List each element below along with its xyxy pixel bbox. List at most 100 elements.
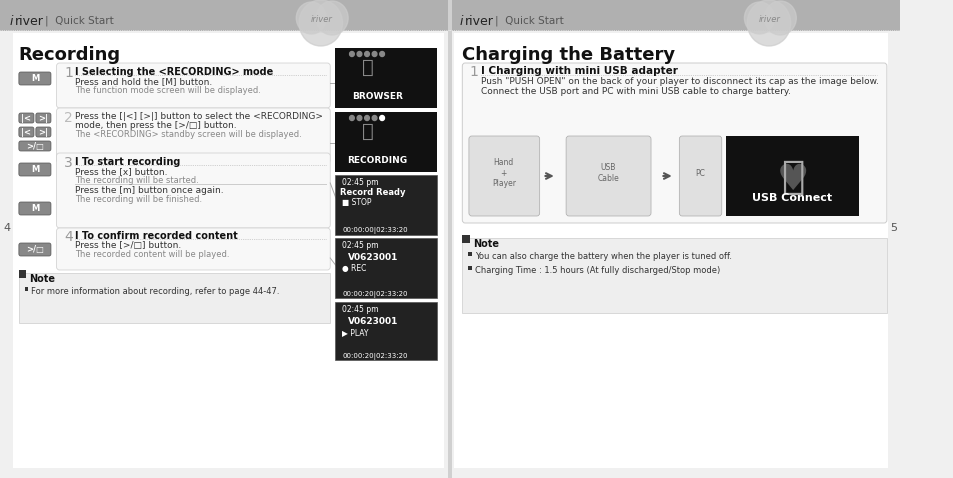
Text: Press the [>/□] button.: Press the [>/□] button. [75,241,181,250]
Circle shape [743,2,774,34]
Circle shape [364,116,369,120]
Text: 00:00:20|02:33:20: 00:00:20|02:33:20 [342,353,408,360]
Text: BROWSER: BROWSER [352,92,402,101]
Circle shape [379,52,384,56]
Text: 3: 3 [64,156,72,170]
FancyBboxPatch shape [469,136,539,216]
Bar [0,0,450,31]
Text: 4: 4 [3,223,10,233]
Circle shape [746,0,790,46]
Bar [335,48,436,108]
Text: M: M [30,204,39,213]
Text: Press the [|<] [>|] button to select the <RECORDING>: Press the [|<] [>|] button to select the… [75,112,323,121]
Bar [25,287,29,291]
Text: I To start recording: I To start recording [75,157,181,167]
Text: 4: 4 [64,230,72,244]
Text: USB
Cable: USB Cable [598,163,618,183]
Circle shape [372,52,376,56]
Text: >/□: >/□ [26,141,44,151]
Circle shape [349,116,354,120]
Text: I Selecting the <RECORDING> mode: I Selecting the <RECORDING> mode [75,67,274,77]
Text: ● REC: ● REC [342,264,367,273]
Text: 2: 2 [64,111,72,125]
FancyBboxPatch shape [56,63,330,108]
Text: V0623001: V0623001 [347,317,397,326]
Bar [19,270,27,278]
Text: ♥: ♥ [776,163,808,197]
Text: mode, then press the [>/□] button.: mode, then press the [>/□] button. [75,121,237,130]
FancyBboxPatch shape [19,72,51,85]
Text: 🔍: 🔍 [362,58,374,77]
Text: |<: |< [21,128,31,137]
Bar [462,238,886,313]
FancyBboxPatch shape [19,113,34,123]
Bar [450,0,900,31]
Text: The recording will be started.: The recording will be started. [75,176,199,185]
Text: 02:45 pm: 02:45 pm [342,241,378,250]
Text: ⎕: ⎕ [781,158,803,196]
Text: |  Quick Start: | Quick Start [45,15,114,25]
Bar [19,273,330,323]
Text: You can also charge the battery when the player is tuned off.: You can also charge the battery when the… [474,252,731,261]
Bar [726,136,858,216]
Text: Press and hold the [M] button.: Press and hold the [M] button. [75,77,213,86]
Circle shape [356,52,361,56]
FancyBboxPatch shape [36,113,51,123]
Bar [335,302,436,360]
Text: I Charging with mini USB adapter: I Charging with mini USB adapter [480,66,678,76]
Circle shape [372,116,376,120]
Circle shape [356,116,361,120]
Text: M: M [30,74,39,83]
Text: 1: 1 [470,65,478,79]
Bar [468,266,471,270]
Text: 5: 5 [889,223,896,233]
FancyBboxPatch shape [679,136,721,216]
Text: Press the [x] button.: Press the [x] button. [75,167,168,176]
Text: Push "PUSH OPEN" on the back of your player to disconnect its cap as the image b: Push "PUSH OPEN" on the back of your pla… [480,77,879,86]
Bar [335,112,436,172]
Text: The function mode screen will be displayed.: The function mode screen will be display… [75,86,261,95]
Bar [13,33,444,468]
Circle shape [349,52,354,56]
Circle shape [296,2,326,34]
Text: I To confirm recorded content: I To confirm recorded content [75,231,238,241]
Text: Press the [m] button once again.: Press the [m] button once again. [75,186,224,195]
Text: iriver: iriver [759,14,780,23]
Text: >/□: >/□ [26,245,44,254]
Text: The recording will be finished.: The recording will be finished. [75,195,202,204]
Text: The recorded content will be played.: The recorded content will be played. [75,250,230,259]
Text: Connect the USB port and PC with mini USB cable to charge battery.: Connect the USB port and PC with mini US… [480,87,790,96]
FancyBboxPatch shape [56,153,330,228]
Text: 02:45 pm: 02:45 pm [342,178,378,187]
Text: Note: Note [472,239,498,249]
Text: i: i [10,15,13,28]
Text: For more information about recording, refer to page 44-47.: For more information about recording, re… [31,287,279,296]
Text: RECORDING: RECORDING [347,156,407,165]
FancyBboxPatch shape [36,127,51,137]
Text: Charging Time : 1.5 hours (At fully discharged/Stop mode): Charging Time : 1.5 hours (At fully disc… [474,266,720,275]
FancyBboxPatch shape [19,141,51,151]
Text: Charging the Battery: Charging the Battery [462,46,675,64]
Text: |<: |< [21,113,31,122]
Text: river: river [15,15,44,28]
Text: Note: Note [30,274,55,284]
Circle shape [364,52,369,56]
Text: ■ STOP: ■ STOP [342,198,372,207]
FancyBboxPatch shape [462,63,886,223]
Text: Hand
+
Player: Hand + Player [492,158,516,188]
Circle shape [299,0,342,46]
Bar [448,0,452,478]
FancyBboxPatch shape [56,108,330,163]
Text: i: i [459,15,462,28]
Circle shape [379,116,384,120]
Text: |  Quick Start: | Quick Start [495,15,563,25]
FancyBboxPatch shape [19,202,51,215]
Text: The <RECORDING> standby screen will be displayed.: The <RECORDING> standby screen will be d… [75,130,302,139]
Text: Recording: Recording [19,46,121,64]
Text: 00:00:00|02:33:20: 00:00:00|02:33:20 [342,227,408,234]
Text: M: M [30,165,39,174]
Circle shape [315,1,348,35]
FancyBboxPatch shape [19,127,34,137]
Text: 02:45 pm: 02:45 pm [342,305,378,314]
FancyBboxPatch shape [56,228,330,270]
